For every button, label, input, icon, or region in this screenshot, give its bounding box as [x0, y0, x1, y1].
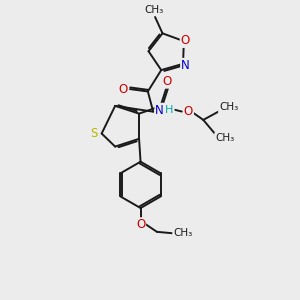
Text: H: H	[165, 105, 174, 115]
Text: N: N	[181, 59, 190, 72]
Text: CH₃: CH₃	[219, 102, 238, 112]
Text: CH₃: CH₃	[173, 228, 192, 238]
Text: S: S	[91, 127, 98, 140]
Text: N: N	[155, 104, 164, 117]
Text: CH₃: CH₃	[145, 4, 164, 15]
Text: O: O	[119, 82, 128, 96]
Text: O: O	[181, 34, 190, 47]
Text: CH₃: CH₃	[215, 133, 234, 143]
Text: O: O	[136, 218, 145, 231]
Text: O: O	[184, 105, 193, 118]
Text: O: O	[162, 75, 172, 88]
